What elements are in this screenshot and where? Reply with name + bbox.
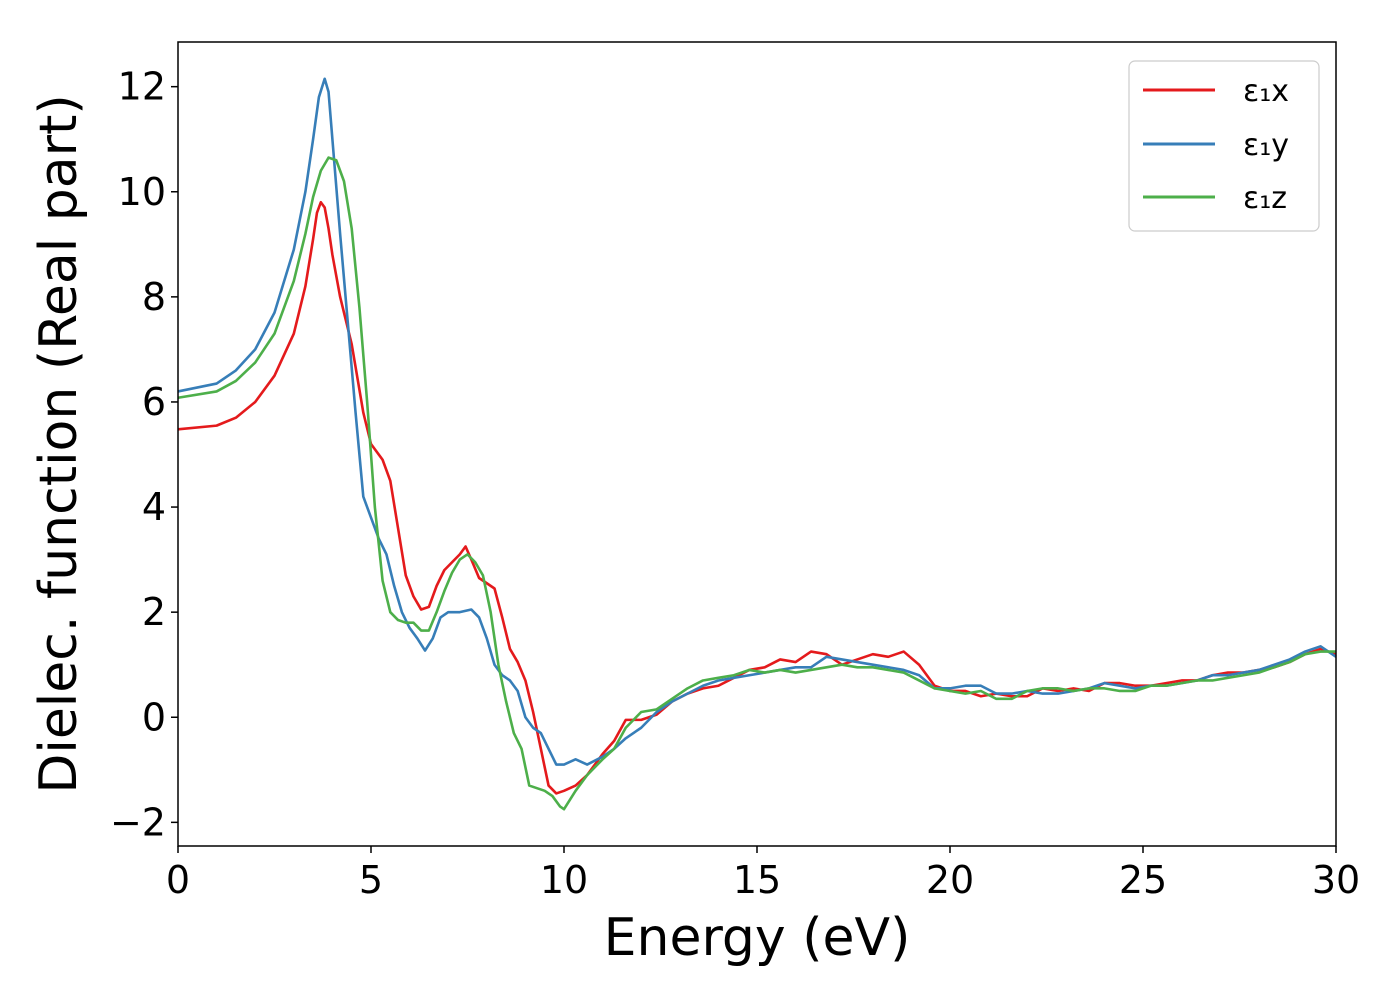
x-tick-label: 5 — [359, 858, 383, 902]
y-tick-label: 6 — [142, 380, 166, 424]
x-tick-label: 0 — [166, 858, 190, 902]
series-line-e1z — [177, 156, 1336, 811]
legend-box — [1128, 60, 1320, 232]
y-tick-label: 12 — [118, 65, 166, 109]
legend: ε₁x ε₁y ε₁z — [1128, 60, 1320, 232]
y-axis-label: Dielec. function (Real part) — [29, 94, 89, 793]
legend-label-e1z: ε₁z — [1243, 181, 1287, 216]
y-tick-label: 4 — [142, 485, 166, 529]
legend-label-e1y: ε₁y — [1243, 128, 1289, 163]
y-tick-label: 8 — [142, 275, 166, 319]
y-tick-label: 0 — [142, 695, 166, 739]
series-line-e1x — [177, 200, 1337, 795]
y-tick-label: 2 — [142, 590, 166, 634]
legend-label-e1x: ε₁x — [1243, 74, 1289, 109]
x-tick-label: 20 — [926, 858, 974, 902]
x-tick-label: 25 — [1119, 858, 1167, 902]
y-axis-ticks: −2 0 2 4 6 8 10 12 — [110, 65, 178, 844]
plot-layer — [177, 77, 1337, 811]
x-tick-label: 30 — [1312, 858, 1360, 902]
x-axis-label: Energy (eV) — [604, 908, 911, 968]
x-tick-label: 10 — [540, 858, 588, 902]
x-axis-ticks: 0 5 10 15 20 25 30 — [166, 846, 1360, 902]
series-line-e1y — [177, 77, 1337, 766]
y-tick-label: 10 — [118, 170, 166, 214]
y-tick-label: −2 — [110, 800, 166, 844]
x-tick-label: 15 — [733, 858, 781, 902]
